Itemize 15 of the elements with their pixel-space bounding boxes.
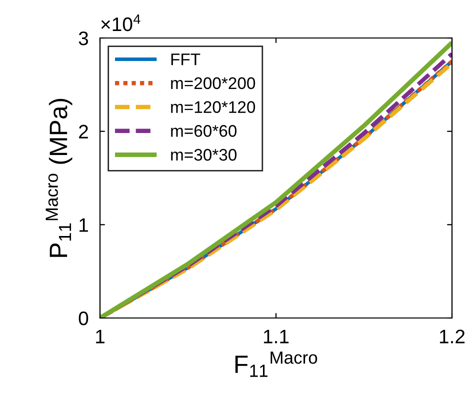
x-tick-label: 1.1 [264,330,289,344]
legend-label: FFT [171,54,200,66]
legend-label: m=200*200 [171,77,256,90]
legend-label: m=30*30 [171,148,237,161]
y-tick-label: 2 [79,124,88,138]
x-tick-label: 1.2 [440,330,465,344]
y-tick-label: 3 [78,31,88,46]
x-tick-label: 1 [96,330,104,344]
x-axis-title: F$_{11}$$^{Macro}$ [235,352,318,377]
y-tick-label: 0 [78,311,88,326]
legend-label: m=60*60 [171,125,237,137]
legend-label: m=120*120 [171,101,256,113]
y-axis-title: P$_{11}$$^{Macro}$ (MPa) [46,98,72,257]
y-tick-label: 1 [80,218,88,232]
text: ×10$^{4}$ [101,14,140,32]
